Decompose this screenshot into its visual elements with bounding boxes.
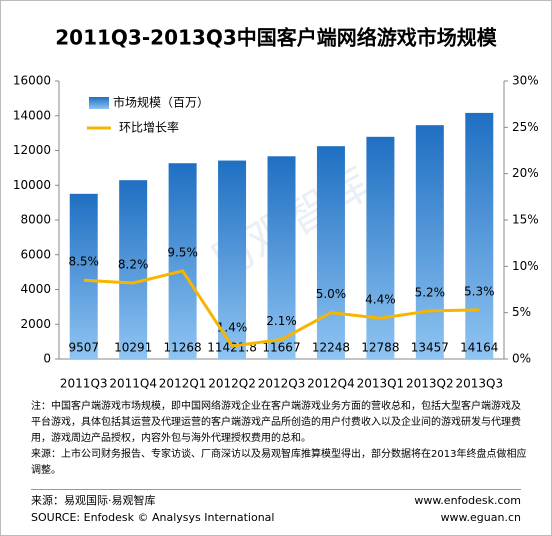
- y-tick-label: 16000: [13, 74, 51, 88]
- line-value-label: 8.2%: [118, 258, 149, 272]
- x-tick-label: 2012Q3: [258, 377, 306, 391]
- y2-tick-label: 10%: [512, 259, 539, 273]
- bar-value-label: 10291: [114, 341, 152, 355]
- bar-value-label: 9507: [68, 341, 99, 355]
- bar-value-label: 11667: [262, 341, 300, 355]
- y-tick-label: 6000: [20, 247, 51, 261]
- bar-value-label: 11268: [164, 341, 202, 355]
- notes: 注：中国客户端游戏市场规模，即中国网络游戏企业在客户端游戏业务方面的营收总和，包…: [31, 399, 529, 479]
- x-tick-label: 2013Q1: [357, 377, 405, 391]
- y-tick-label: 14000: [13, 108, 51, 122]
- y2-tick-label: 0%: [512, 352, 531, 366]
- x-tick-label: 2012Q2: [208, 377, 256, 391]
- y-tick-label: 2000: [20, 317, 51, 331]
- url: www.enfodesk.com: [414, 494, 521, 507]
- bar-value-label: 14164: [460, 341, 498, 355]
- line-value-label: 5.2%: [415, 285, 446, 299]
- bar: [465, 112, 494, 359]
- bar: [69, 193, 98, 359]
- x-tick-label: 2011Q3: [60, 377, 108, 391]
- x-tick-label: 2013Q3: [455, 377, 503, 391]
- y-tick-label: 12000: [13, 143, 51, 157]
- line-value-label: 1.4%: [217, 321, 248, 335]
- y2-tick-label: 5%: [512, 305, 531, 319]
- y2-tick-label: 30%: [512, 74, 539, 88]
- y2-tick-label: 25%: [512, 120, 539, 134]
- footer: 来源：易观国际·易观智库 www.enfodesk.com SOURCE: Enf…: [31, 489, 521, 526]
- bar: [119, 180, 148, 359]
- y-tick-label: 10000: [13, 178, 51, 192]
- bar-value-label: 12248: [312, 341, 350, 355]
- chart-title: 2011Q3-2013Q3中国客户端网络游戏市场规模: [55, 26, 497, 50]
- y2-tick-label: 15%: [512, 213, 539, 227]
- chart: 2011Q3-2013Q3中国客户端网络游戏市场规模 易观智库 02000400…: [13, 26, 539, 391]
- bar: [316, 146, 345, 359]
- line-value-label: 5.3%: [464, 284, 495, 298]
- line: [83, 269, 480, 348]
- line-value-label: 8.5%: [68, 255, 99, 269]
- bar: [366, 136, 395, 359]
- bar: [218, 160, 247, 359]
- x-tick-label: 2013Q2: [406, 377, 454, 391]
- legend-label: 市场规模（百万）: [113, 95, 209, 110]
- y-tick-label: 8000: [20, 213, 51, 227]
- y2-tick-label: 20%: [512, 166, 539, 180]
- line-value-label: 4.4%: [365, 293, 396, 307]
- x-tick-label: 2012Q4: [307, 377, 355, 391]
- note: 注：中国客户端游戏市场规模，即中国网络游戏企业在客户端游戏业务方面的营收总和，包…: [31, 401, 521, 444]
- y-tick-label: 4000: [20, 282, 51, 296]
- source-cn: 来源：易观国际·易观智库: [31, 494, 156, 507]
- line-value-label: 5.0%: [316, 287, 347, 301]
- y-tick-label: 0: [43, 352, 51, 366]
- legend-label: 环比增长率: [119, 120, 179, 135]
- x-tick-label: 2011Q4: [109, 377, 157, 391]
- line-value-label: 2.1%: [266, 314, 297, 328]
- bar: [168, 163, 197, 359]
- bar: [267, 156, 296, 359]
- x-tick-label: 2012Q1: [159, 377, 207, 391]
- source-en: SOURCE: Enfodesk © Analysys Internationa…: [31, 511, 275, 524]
- legend-swatch: [89, 97, 109, 109]
- bar-value-label: 13457: [411, 341, 449, 355]
- note: 来源：上市公司财务报告、专家访谈、厂商深访以及易观智库推算模型得出，部分数据将在…: [31, 449, 527, 476]
- line-value-label: 9.5%: [167, 245, 198, 259]
- bar-value-label: 12788: [361, 341, 399, 355]
- url: www.eguan.cn: [440, 511, 521, 524]
- bar: [415, 125, 444, 359]
